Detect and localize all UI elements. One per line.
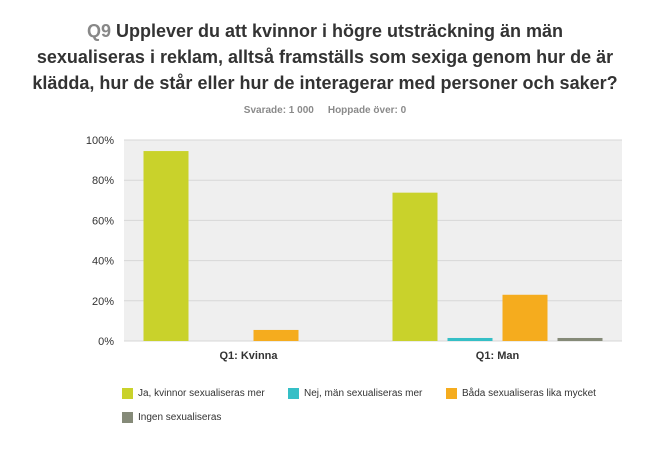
skipped-count: Hoppade över: 0 bbox=[327, 105, 407, 116]
legend-label: Ja, kvinnor sexualiseras mer bbox=[138, 388, 265, 399]
y-tick-label: 80% bbox=[92, 175, 114, 187]
legend-label: Nej, män sexualiseras mer bbox=[304, 388, 423, 399]
bar bbox=[502, 294, 548, 341]
legend-item: Nej, män sexualiseras mer bbox=[288, 388, 422, 399]
answered-count: Svarade: 1 000 bbox=[243, 105, 314, 116]
legend-swatch bbox=[446, 388, 457, 399]
x-tick-label: Q1: Kvinna bbox=[219, 350, 278, 362]
legend-item: Ingen sexualiseras bbox=[122, 412, 221, 423]
x-axis-labels: Q1: Kvinna Q1: Man bbox=[219, 350, 519, 362]
x-tick-label: Q1: Man bbox=[476, 350, 520, 362]
y-tick-label: 40% bbox=[92, 256, 114, 268]
y-tick-label: 100% bbox=[86, 135, 114, 147]
legend-label: Båda sexualiseras lika mycket bbox=[462, 388, 596, 399]
legend-swatch bbox=[288, 388, 299, 399]
bar bbox=[557, 337, 603, 341]
y-tick-label: 0% bbox=[98, 336, 114, 348]
legend-label: Ingen sexualiseras bbox=[138, 412, 222, 423]
bar bbox=[253, 329, 299, 341]
question-text-1: Upplever du att kvinnor i högre utsträck… bbox=[115, 21, 564, 41]
question-number: Q9 bbox=[86, 21, 111, 41]
bar bbox=[392, 192, 438, 341]
question-title: Q9 Upplever du att kvinnor i högre utstr… bbox=[0, 18, 650, 96]
bar bbox=[143, 151, 189, 341]
bar bbox=[447, 337, 493, 341]
legend-swatch bbox=[122, 412, 133, 423]
question-title-line-1: Q9 Upplever du att kvinnor i högre utstr… bbox=[0, 18, 650, 44]
question-title-line-3: klädda, hur de står eller hur de interag… bbox=[32, 73, 618, 93]
y-tick-label: 20% bbox=[92, 296, 114, 308]
y-axis-ticks: 0% 20% 40% 60% 80% 100% bbox=[86, 135, 114, 348]
response-stats: Svarade: 1 000 Hoppade över: 0 bbox=[0, 105, 650, 116]
legend-swatch bbox=[122, 388, 133, 399]
legend-item: Ja, kvinnor sexualiseras mer bbox=[122, 388, 265, 399]
bars bbox=[143, 151, 603, 341]
y-tick-label: 60% bbox=[92, 215, 114, 227]
legend-item: Båda sexualiseras lika mycket bbox=[446, 388, 596, 399]
question-title-line-2: sexualiseras i reklam, alltså framställs… bbox=[36, 47, 614, 67]
